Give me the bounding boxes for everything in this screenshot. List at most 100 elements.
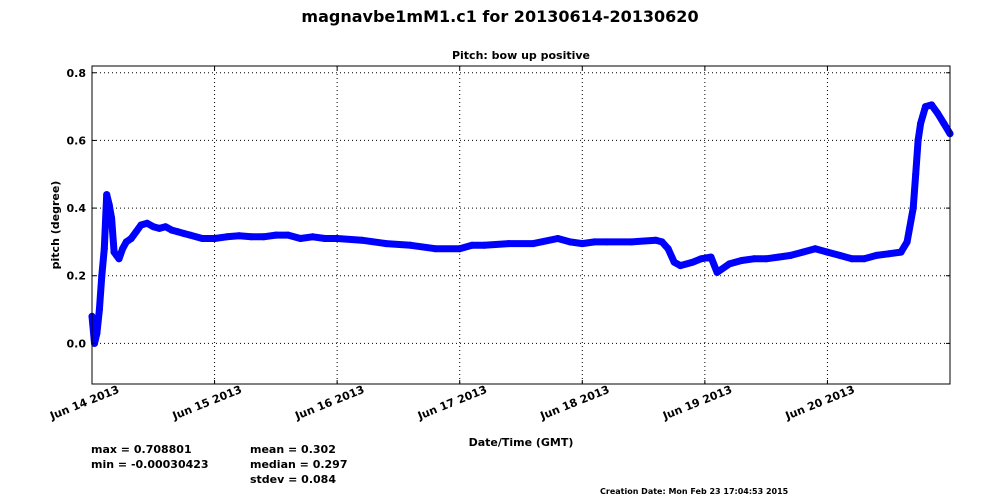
data-point [272, 231, 280, 239]
data-point [186, 231, 194, 239]
stat-stdev: stdev = 0.084 [250, 473, 336, 486]
data-point [713, 268, 721, 276]
x-tick-label: Jun 17 2013 [415, 383, 489, 423]
data-point [578, 240, 586, 248]
data-point [382, 240, 390, 248]
chart-title: magnavbe1mM1.c1 for 20130614-20130620 [301, 7, 698, 26]
data-point [321, 235, 329, 242]
data-point [554, 235, 562, 242]
data-point [652, 236, 660, 244]
data-point [180, 230, 188, 237]
y-tick-label: 0.6 [67, 134, 87, 147]
data-point [897, 248, 905, 256]
data-point [456, 245, 464, 253]
data-point [108, 214, 116, 222]
data-point [93, 329, 101, 337]
x-tick-label: Jun 16 2013 [292, 383, 366, 423]
data-point [100, 245, 108, 253]
data-point [787, 251, 795, 259]
data-point [912, 170, 920, 178]
stat-max: max = 0.708801 [91, 443, 192, 456]
data-point [98, 272, 106, 280]
data-point [811, 245, 819, 253]
x-tick-label: Jun 15 2013 [170, 383, 244, 423]
plot-frame [91, 65, 951, 385]
data-point [137, 221, 145, 229]
data-point [848, 255, 856, 263]
data-point [664, 245, 672, 253]
y-tick-label: 0.4 [67, 202, 87, 215]
data-point [922, 103, 929, 111]
data-point [247, 233, 255, 241]
data-point [566, 238, 574, 246]
data-point [670, 258, 678, 266]
data-point [689, 258, 697, 266]
data-point [468, 241, 476, 249]
data-point [885, 250, 893, 258]
y-tick-label: 0.2 [67, 270, 87, 283]
data-point [529, 240, 537, 248]
data-point [799, 248, 807, 256]
data-point [260, 233, 268, 241]
data-point [750, 255, 758, 263]
data-point [603, 238, 611, 246]
data-point [431, 245, 439, 253]
data-point [115, 255, 123, 263]
data-point [122, 238, 130, 246]
x-tick-label: Jun 14 2013 [47, 383, 121, 423]
stat-median: median = 0.297 [250, 458, 348, 471]
x-tick-label: Jun 19 2013 [660, 383, 734, 423]
data-point [296, 235, 304, 242]
data-point [358, 236, 366, 244]
data-point [774, 253, 782, 261]
data-point [591, 238, 598, 246]
data-point [105, 201, 113, 209]
data-point [505, 240, 513, 248]
data-point [132, 228, 140, 236]
data-point [174, 228, 182, 236]
data-point [909, 204, 917, 212]
data-point [333, 235, 341, 242]
data-point [860, 255, 868, 263]
data-point [917, 120, 925, 127]
data-point [162, 223, 169, 231]
data-point [95, 306, 103, 314]
data-point [903, 238, 911, 246]
data-point [223, 233, 231, 241]
data-point [155, 224, 163, 232]
grid-layer [91, 66, 950, 384]
data-layer [88, 101, 954, 347]
data-point [707, 253, 715, 261]
data-point [658, 238, 666, 246]
stat-mean: mean = 0.302 [250, 443, 336, 456]
data-point [738, 257, 746, 264]
y-tick-label: 0.0 [67, 337, 87, 350]
data-point [127, 235, 135, 242]
data-point [627, 238, 635, 246]
creation-date: Creation Date: Mon Feb 23 17:04:53 2015 [600, 487, 789, 496]
data-point [836, 251, 844, 259]
data-point [211, 235, 219, 242]
data-point [309, 233, 317, 241]
data-point [235, 232, 243, 240]
data-point [934, 109, 942, 117]
y-tick-label: 0.8 [67, 67, 87, 80]
data-point [143, 219, 151, 227]
data-point [697, 255, 705, 263]
data-point [168, 226, 176, 234]
data-point [940, 120, 948, 127]
chart-subtitle: Pitch: bow up positive [452, 49, 590, 62]
data-point [676, 262, 684, 270]
stat-min: min = -0.00030423 [91, 458, 209, 471]
x-tick-label: Jun 18 2013 [538, 383, 612, 423]
data-point [103, 191, 111, 199]
data-point [480, 241, 488, 249]
data-point [198, 235, 206, 242]
data-point [407, 241, 415, 249]
x-axis-label: Date/Time (GMT) [469, 436, 574, 449]
data-point [823, 248, 831, 256]
x-tick-label: Jun 20 2013 [783, 383, 857, 423]
data-point [873, 251, 880, 259]
data-point [725, 260, 733, 268]
